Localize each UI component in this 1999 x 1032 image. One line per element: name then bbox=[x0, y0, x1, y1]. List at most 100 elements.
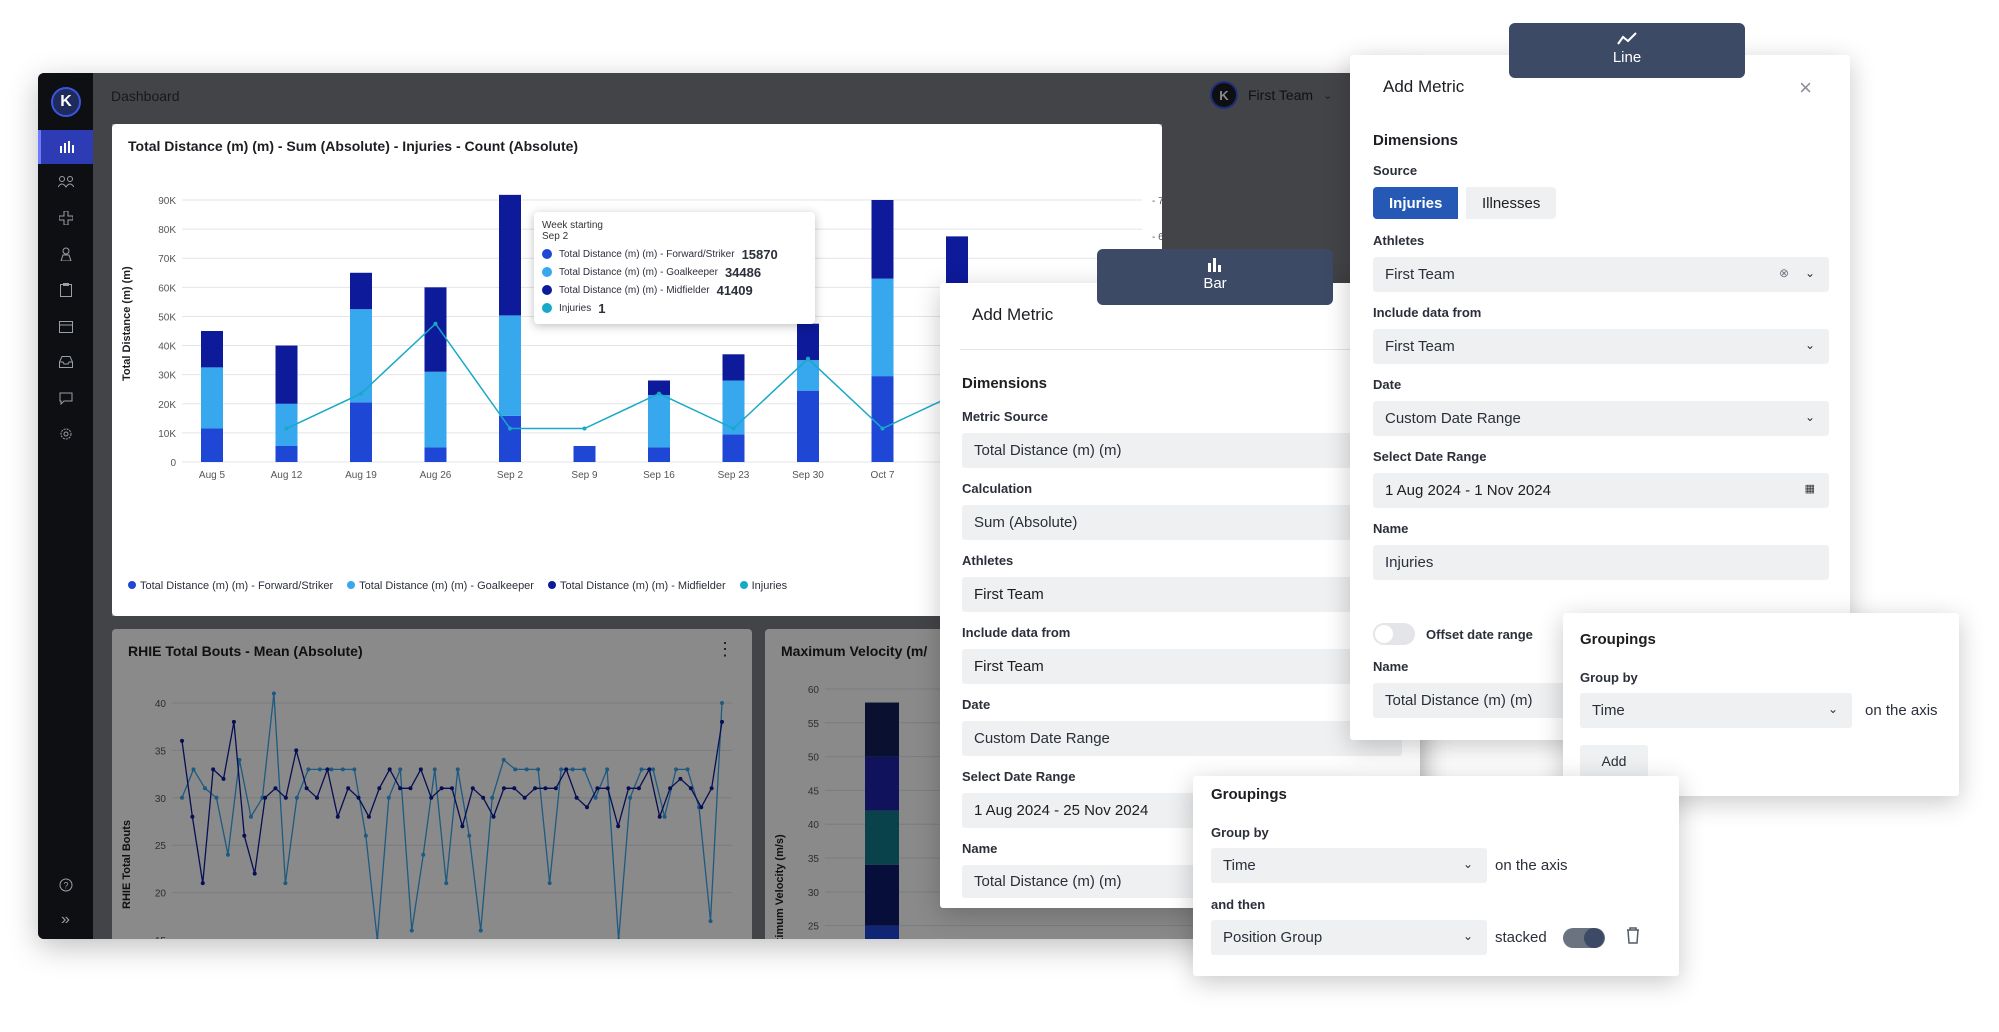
messages-icon[interactable] bbox=[38, 381, 93, 415]
calculation-select[interactable]: Sum (Absolute) bbox=[962, 505, 1402, 540]
legend-item[interactable]: Total Distance (m) (m) - Forward/Striker bbox=[128, 580, 333, 592]
series-point bbox=[200, 881, 205, 886]
series-point bbox=[398, 786, 403, 791]
stacked-label: stacked bbox=[1495, 929, 1547, 946]
bar-segment bbox=[499, 415, 521, 462]
series-point bbox=[699, 805, 704, 810]
stacked-toggle[interactable] bbox=[1563, 928, 1605, 948]
injuries-point bbox=[731, 426, 736, 431]
date-select[interactable]: Custom Date Range bbox=[962, 721, 1402, 756]
series-point bbox=[386, 795, 391, 800]
y-tick-label: 45 bbox=[808, 786, 820, 797]
clear-icon[interactable]: ⊗ bbox=[1778, 266, 1789, 280]
athletes-label: Athletes bbox=[1373, 233, 1425, 248]
series-point bbox=[605, 786, 610, 791]
series-point bbox=[626, 786, 631, 791]
series-point bbox=[460, 824, 465, 829]
name-input[interactable]: Injuries bbox=[1373, 545, 1829, 580]
bar-segment bbox=[871, 376, 894, 462]
series-point bbox=[214, 795, 219, 800]
medical-icon[interactable] bbox=[38, 201, 93, 235]
expand-icon[interactable]: » bbox=[61, 911, 70, 928]
tooltip-header: Week starting bbox=[542, 220, 603, 231]
calendar-icon[interactable]: ▦ bbox=[1804, 483, 1815, 495]
and-then-select[interactable]: Position Group ⌄ bbox=[1211, 920, 1487, 955]
chart-tooltip: Week starting Sep 2 Total Distance (m) (… bbox=[534, 212, 815, 324]
x-tick-label: Sep 30 bbox=[792, 470, 824, 481]
rhie-panel: RHIE Total Bouts - Mean (Absolute) ⋮ 15 2… bbox=[112, 629, 752, 939]
metric-source-select[interactable]: Total Distance (m) (m) bbox=[962, 433, 1402, 468]
series-point bbox=[294, 795, 299, 800]
name-input-2[interactable]: Total Distance (m) (m) bbox=[1373, 683, 1573, 718]
trash-icon[interactable] bbox=[1625, 926, 1641, 949]
series-point bbox=[470, 786, 475, 791]
athletes-icon[interactable] bbox=[38, 165, 93, 199]
y-tick-label: 30 bbox=[808, 888, 820, 899]
bar-segment bbox=[797, 360, 819, 391]
bar-segment bbox=[865, 702, 899, 757]
toggle-knob bbox=[1584, 928, 1604, 948]
y-tick-label: 30K bbox=[158, 371, 176, 382]
help-icon[interactable]: ? bbox=[38, 868, 93, 902]
chevron-down-icon: ⌄ bbox=[1827, 702, 1838, 716]
y-tick-label: 40 bbox=[808, 820, 820, 831]
group-by-select[interactable]: Time ⌄ bbox=[1580, 693, 1852, 728]
inbox-icon[interactable] bbox=[38, 345, 93, 379]
athletes-select[interactable]: First Team bbox=[962, 577, 1402, 612]
date-select[interactable]: Custom Date Range ⌄ bbox=[1373, 401, 1829, 436]
series-point bbox=[237, 757, 242, 762]
app-logo[interactable]: K bbox=[51, 87, 81, 117]
y-tick-label: 10K bbox=[158, 429, 176, 440]
training-icon[interactable] bbox=[38, 237, 93, 271]
team-selector[interactable]: K First Team ⌄ bbox=[1210, 81, 1332, 109]
analysis-icon[interactable] bbox=[38, 130, 93, 164]
series-point bbox=[533, 786, 538, 791]
forms-icon[interactable] bbox=[38, 273, 93, 307]
y-tick-label: 40K bbox=[158, 342, 176, 353]
legend-item[interactable]: Injuries bbox=[739, 580, 787, 592]
rhie-title: RHIE Total Bouts - Mean (Absolute) bbox=[128, 643, 363, 659]
offset-date-label: Offset date range bbox=[1426, 627, 1533, 642]
settings-icon[interactable] bbox=[38, 417, 93, 451]
include-data-select[interactable]: First Team bbox=[962, 649, 1402, 684]
bar-segment bbox=[871, 200, 894, 279]
y-tick-label: 50K bbox=[158, 312, 176, 323]
calendar-icon[interactable] bbox=[38, 309, 93, 343]
right-tick-label: - 6 bbox=[1152, 232, 1162, 243]
x-tick-label: Aug 12 bbox=[271, 470, 303, 481]
include-data-select[interactable]: First Team ⌄ bbox=[1373, 329, 1829, 364]
close-icon[interactable]: × bbox=[1799, 75, 1812, 100]
source-option-injuries[interactable]: Injuries bbox=[1373, 187, 1459, 219]
date-range-input[interactable]: 1 Aug 2024 - 1 Nov 2024 ▦ bbox=[1373, 473, 1829, 508]
series-point bbox=[512, 786, 517, 791]
group-by-select[interactable]: Time ⌄ bbox=[1211, 848, 1487, 883]
legend-item[interactable]: Total Distance (m) (m) - Midfielder bbox=[547, 580, 726, 592]
legend-item[interactable]: Total Distance (m) (m) - Goalkeeper bbox=[347, 580, 534, 592]
include-data-label: Include data from bbox=[1373, 305, 1482, 320]
chart-type-line-tab[interactable]: Line bbox=[1509, 23, 1745, 78]
on-axis-label: on the axis bbox=[1495, 857, 1568, 874]
athletes-select[interactable]: First Team ⊗ ⌄ bbox=[1373, 257, 1829, 292]
groupings-heading: Groupings bbox=[1211, 786, 1287, 803]
velocity-title: Maximum Velocity (m/ bbox=[781, 643, 928, 659]
line-chart-icon bbox=[1509, 32, 1745, 49]
y-tick-label: 90K bbox=[158, 196, 176, 207]
source-option-illnesses[interactable]: Illnesses bbox=[1466, 187, 1557, 219]
series-point bbox=[593, 795, 598, 800]
offset-date-toggle[interactable] bbox=[1373, 623, 1415, 645]
series-point bbox=[450, 786, 454, 791]
y-tick-label: 25 bbox=[808, 922, 820, 933]
chevron-down-icon: ⌄ bbox=[1462, 857, 1473, 871]
series-point bbox=[564, 767, 569, 772]
injuries-point bbox=[582, 426, 587, 431]
add-button[interactable]: Add bbox=[1580, 745, 1648, 777]
y-tick-label: 25 bbox=[155, 841, 167, 852]
series-point bbox=[639, 767, 644, 772]
series-point bbox=[418, 767, 423, 772]
bar-segment bbox=[648, 395, 670, 448]
more-menu-icon[interactable]: ⋮ bbox=[716, 639, 734, 659]
groupings-panel-right: Groupings Group by Time ⌄ on the axis Add bbox=[1563, 613, 1959, 796]
bar-segment bbox=[865, 864, 899, 926]
bar-segment bbox=[275, 403, 298, 446]
chart-type-bar-tab[interactable]: Bar bbox=[1097, 249, 1333, 305]
